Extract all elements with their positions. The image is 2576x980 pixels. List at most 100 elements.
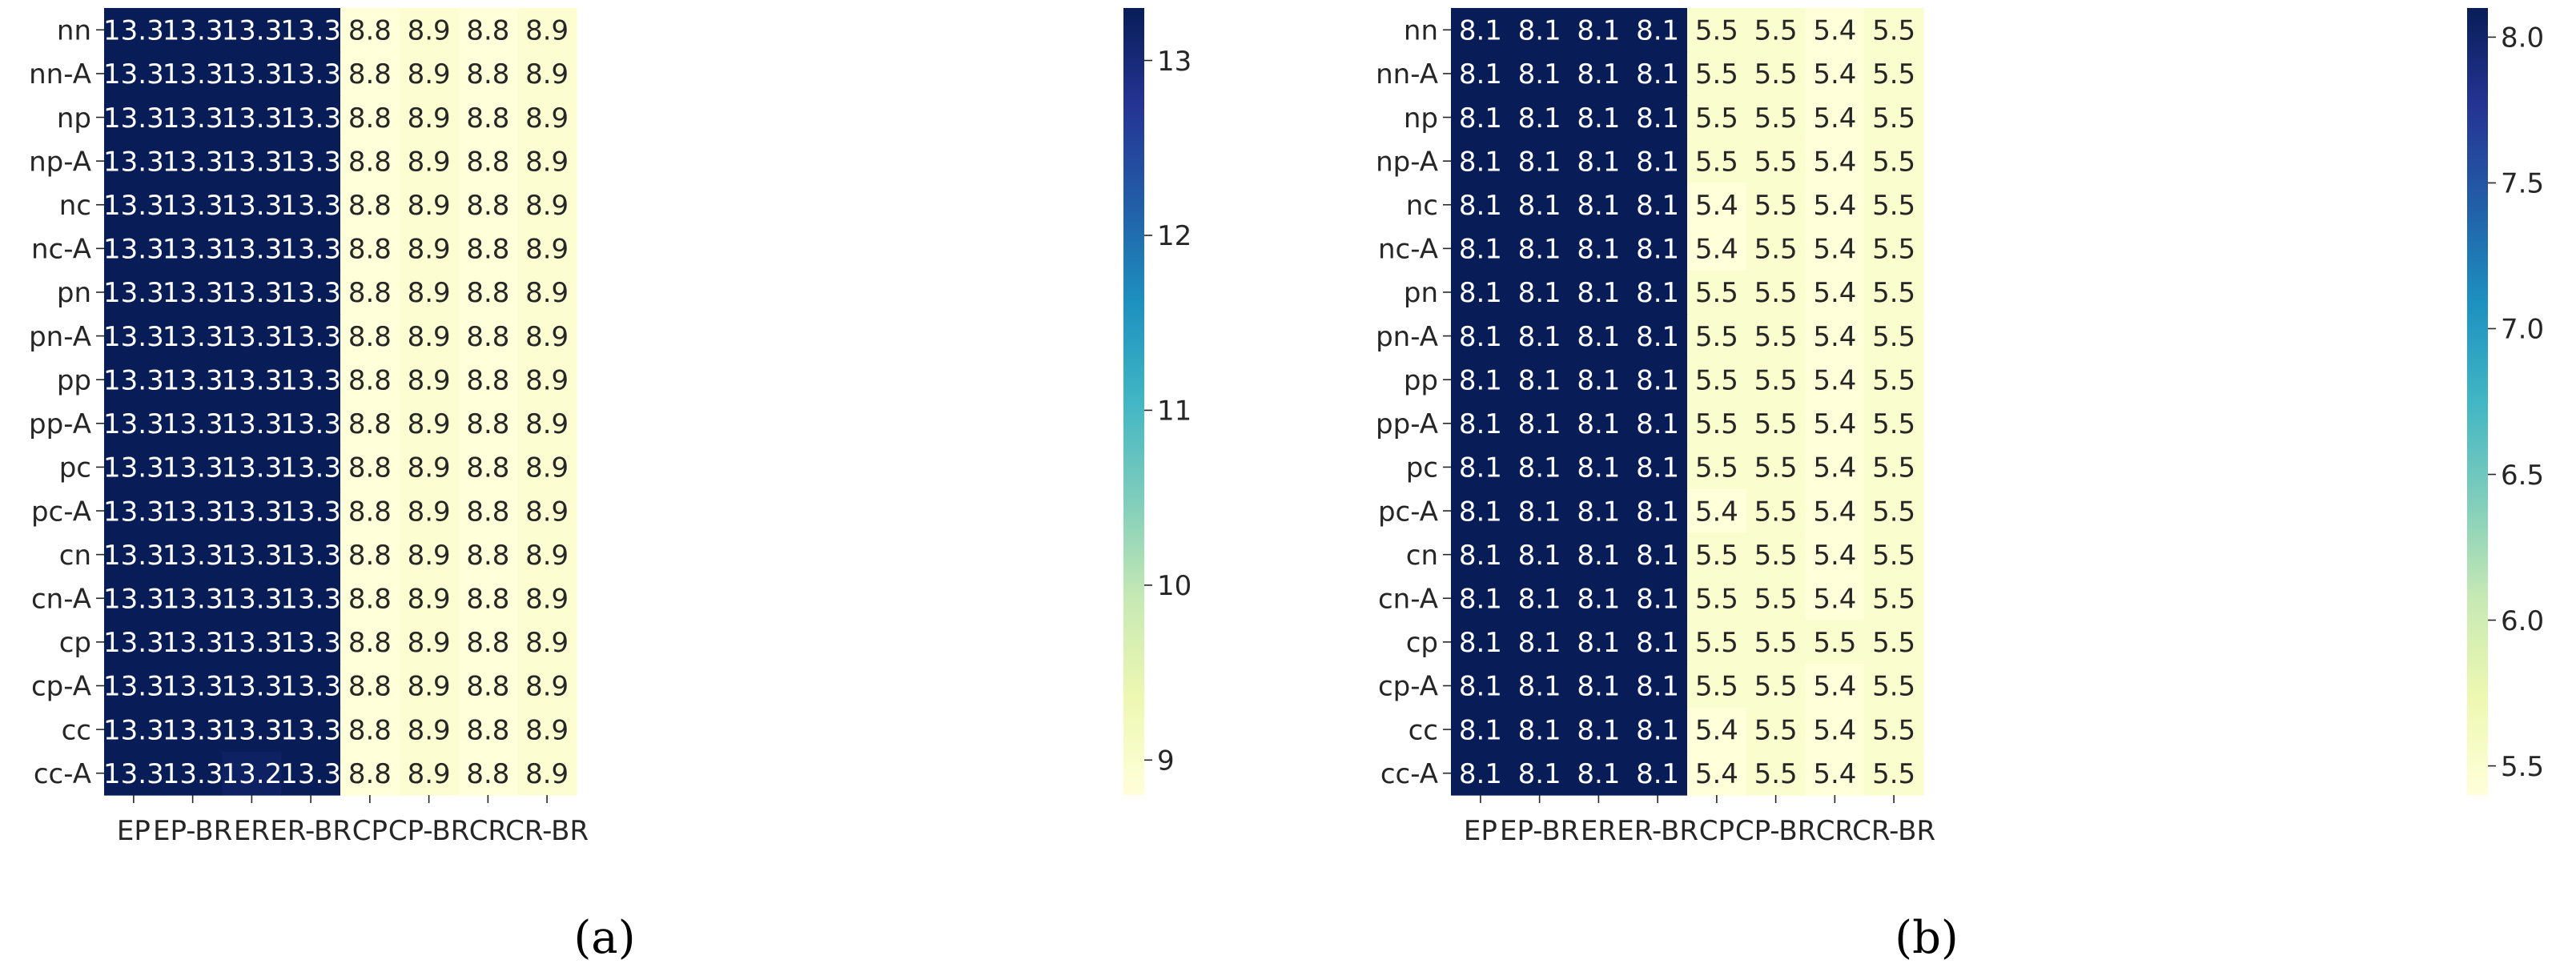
heatmap-cell xyxy=(1864,707,1924,752)
heatmap-cell xyxy=(399,576,460,621)
cell-value-label: 13.3 xyxy=(280,364,341,396)
heatmap-cell xyxy=(517,314,577,359)
cell-value-label: 8.8 xyxy=(466,364,509,396)
heatmap-cell xyxy=(104,314,164,359)
cell-value-label: 8.1 xyxy=(1636,408,1679,440)
colorbar-tick-label: 9 xyxy=(1157,745,1175,777)
cell-value-label: 13.3 xyxy=(222,671,283,703)
heatmap-cell xyxy=(1746,488,1806,533)
heatmap-cell xyxy=(340,488,400,533)
heatmap-cell xyxy=(340,95,400,140)
cell-value-label: 8.8 xyxy=(466,671,509,703)
cell-value-label: 8.1 xyxy=(1459,714,1502,746)
heatmap-cell xyxy=(1509,488,1570,533)
cell-value-label: 5.5 xyxy=(1872,408,1915,440)
heatmap-cell xyxy=(163,576,223,621)
heatmap-cell xyxy=(340,314,400,359)
cell-value-label: 13.3 xyxy=(103,758,164,790)
cell-value-label: 5.5 xyxy=(1754,277,1798,309)
heatmap-cell xyxy=(1451,401,1511,446)
cell-value-label: 8.1 xyxy=(1459,190,1502,222)
cell-value-label: 8.1 xyxy=(1518,364,1561,396)
cell-value-label: 8.1 xyxy=(1636,758,1679,790)
heatmap-panel-a: 13.313.313.313.3 8.8 8.9 8.8 8.913.313.313.3… xyxy=(29,8,1192,964)
cell-value-label: 5.4 xyxy=(1813,540,1856,572)
heatmap-cell xyxy=(104,751,164,796)
heatmap-cell xyxy=(1746,445,1806,490)
cell-value-label: 5.5 xyxy=(1754,540,1798,572)
heatmap-cell xyxy=(1687,139,1747,184)
heatmap-cell xyxy=(163,532,223,577)
row-label: np xyxy=(57,102,91,135)
heatmap-cell xyxy=(340,139,400,184)
cell-value-label: 8.9 xyxy=(408,496,451,528)
column-label: CP xyxy=(1699,815,1734,847)
heatmap-cell xyxy=(1569,95,1629,140)
cell-value-label: 5.5 xyxy=(1754,190,1798,222)
row-label: pp-A xyxy=(29,408,91,440)
column-label: ER xyxy=(234,815,270,847)
row-label: pn-A xyxy=(29,321,91,353)
row-label: np-A xyxy=(1376,146,1438,178)
cell-value-label: 5.5 xyxy=(1872,671,1915,703)
heatmap-cell xyxy=(517,620,577,665)
cell-value-label: 13.3 xyxy=(103,496,164,528)
heatmap-cell xyxy=(1687,227,1747,271)
heatmap-cell xyxy=(340,357,400,403)
cell-value-label: 13.3 xyxy=(222,714,283,746)
heatmap-cell xyxy=(281,664,341,709)
heatmap-cell xyxy=(1569,751,1629,796)
heatmap-cell xyxy=(1864,357,1924,403)
heatmap-cell xyxy=(1628,620,1688,665)
cell-value-label: 13.3 xyxy=(280,627,341,659)
row-label: pp xyxy=(1404,364,1438,396)
cell-value-label: 5.5 xyxy=(1695,58,1738,90)
heatmap-cell xyxy=(1569,532,1629,577)
cell-value-label: 8.8 xyxy=(348,58,392,90)
colorbar-tick-label: 13 xyxy=(1157,46,1192,78)
heatmap-cell xyxy=(1864,8,1924,53)
heatmap-cell xyxy=(104,8,164,53)
cell-value-label: 13.3 xyxy=(103,321,164,353)
heatmap-cell xyxy=(340,576,400,621)
heatmap-cell xyxy=(517,488,577,533)
cell-value-label: 5.5 xyxy=(1754,714,1798,746)
heatmap-cell xyxy=(1569,270,1629,315)
cell-value-label: 13.2 xyxy=(222,758,283,790)
heatmap-cell xyxy=(281,751,341,796)
heatmap-cell xyxy=(1746,183,1806,227)
row-label: pn xyxy=(1404,277,1438,309)
cell-value-label: 8.1 xyxy=(1459,452,1502,484)
cell-value-label: 13.3 xyxy=(103,15,164,47)
heatmap-cell xyxy=(1687,51,1747,96)
heatmap-cell xyxy=(1805,270,1865,315)
cell-value-label: 13.3 xyxy=(163,583,223,615)
cell-value-label: 5.4 xyxy=(1813,102,1856,135)
cell-value-label: 13.3 xyxy=(163,234,223,266)
cell-value-label: 5.4 xyxy=(1813,671,1856,703)
cell-value-label: 5.4 xyxy=(1813,452,1856,484)
heatmap-cell xyxy=(517,270,577,315)
heatmap-cell xyxy=(458,227,518,271)
heatmap-cell xyxy=(340,445,400,490)
column-label: ER-BR xyxy=(270,815,352,847)
cell-value-label: 13.3 xyxy=(163,408,223,440)
heatmap-cell xyxy=(1687,620,1747,665)
cell-value-label: 8.1 xyxy=(1636,496,1679,528)
column-label: EP-BR xyxy=(1500,815,1579,847)
heatmap-cell xyxy=(399,401,460,446)
cell-value-label: 13.3 xyxy=(280,714,341,746)
row-label: pc-A xyxy=(31,496,91,528)
heatmap-cell xyxy=(1451,664,1511,709)
heatmap-cell xyxy=(1864,95,1924,140)
heatmap-cell xyxy=(1451,314,1511,359)
cell-value-label: 8.8 xyxy=(466,758,509,790)
colorbar-tick-label: 6.5 xyxy=(2501,460,2544,492)
cell-value-label: 13.3 xyxy=(163,364,223,396)
heatmap-cell xyxy=(1746,532,1806,577)
cell-value-label: 13.3 xyxy=(222,408,283,440)
heatmap-cell xyxy=(1451,8,1511,53)
heatmap-cell xyxy=(340,751,400,796)
cell-value-label: 5.4 xyxy=(1813,758,1856,790)
cell-value-label: 5.5 xyxy=(1695,321,1738,353)
